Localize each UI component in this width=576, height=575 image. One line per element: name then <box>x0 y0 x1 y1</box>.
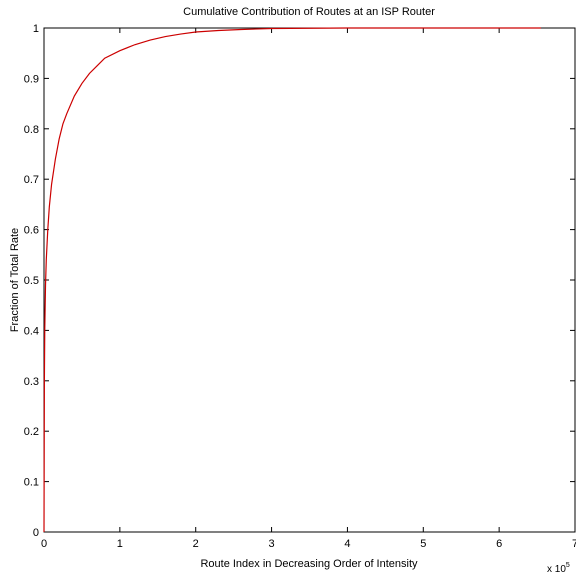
y-tick-label: 0.4 <box>24 325 39 337</box>
y-tick-label: 0 <box>33 527 39 539</box>
x-tick-label: 6 <box>496 538 502 550</box>
y-tick-label: 0.2 <box>24 426 39 438</box>
x-tick-label: 0 <box>41 538 47 550</box>
y-tick-label: 1 <box>33 23 39 35</box>
plot-area-frame <box>43 27 576 533</box>
chart-title: Cumulative Contribution of Routes at an … <box>183 6 435 18</box>
x-tick-label: 5 <box>420 538 426 550</box>
x-axis: 0 1 2 3 4 5 6 7 <box>41 28 576 550</box>
y-axis-label: Fraction of Total Rate <box>9 228 21 332</box>
y-tick-label: 0.7 <box>24 174 39 186</box>
y-axis: 0 0.1 0.2 0.3 0.4 0.5 0.6 0.7 0.8 0.9 1 <box>24 23 575 539</box>
x-tick-label: 2 <box>193 538 199 550</box>
y-tick-label: 0.5 <box>24 275 39 287</box>
y-tick-label: 0.8 <box>24 124 39 136</box>
x-tick-label: 4 <box>344 538 350 550</box>
x-tick-label: 1 <box>117 538 123 550</box>
x-multiplier-exponent: 5 <box>566 562 570 569</box>
y-tick-label: 0.3 <box>24 376 39 388</box>
x-axis-label: Route Index in Decreasing Order of Inten… <box>200 558 418 570</box>
x-tick-label: 7 <box>572 538 576 550</box>
series-line <box>43 27 541 533</box>
y-tick-label: 0.1 <box>24 477 39 489</box>
x-multiplier-base: x 10 <box>547 564 566 575</box>
series-layer <box>43 27 541 533</box>
x-tick-label: 3 <box>269 538 275 550</box>
x-axis-multiplier: x 105 <box>547 562 570 575</box>
y-tick-label: 0.6 <box>24 225 39 237</box>
y-tick-label: 0.9 <box>24 73 39 85</box>
